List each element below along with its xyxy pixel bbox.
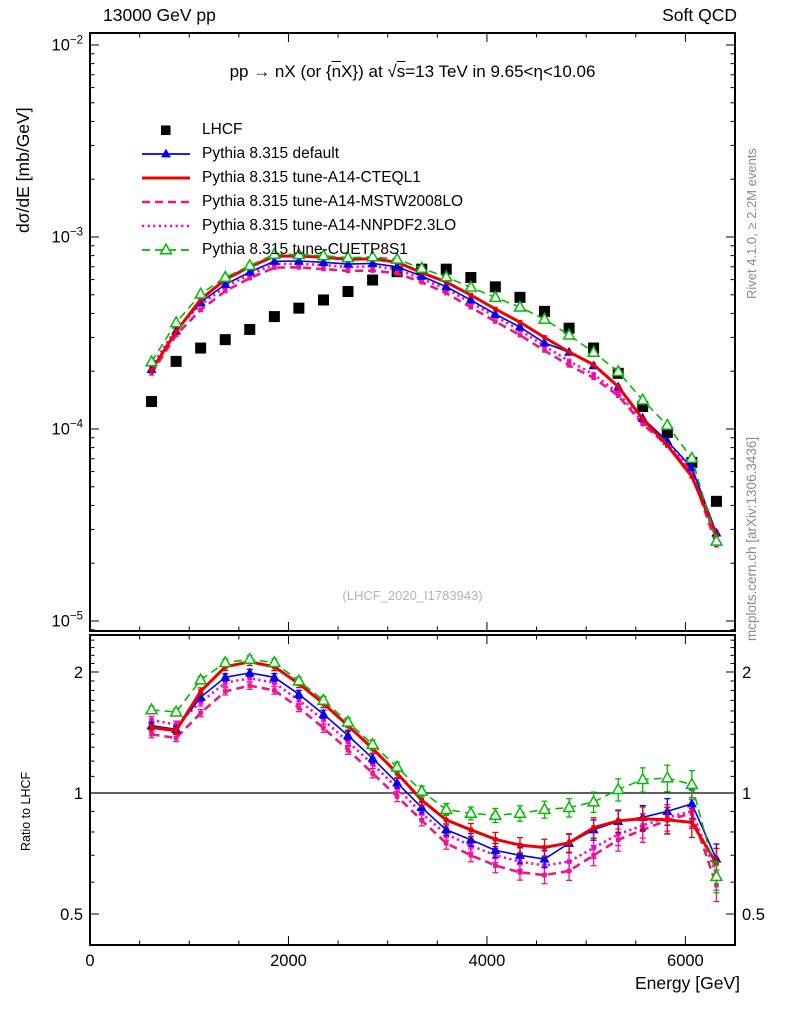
analysis-id-watermark: (LHCF_2020_I1783943) — [342, 588, 483, 603]
nbar-text: n — [331, 62, 342, 81]
series-line — [150, 266, 718, 546]
series-line — [151, 676, 718, 875]
plot-title: pp → nX (or {nX}) at √s=13 TeV in 9.65<η… — [90, 62, 735, 82]
legend-label: LHCF — [202, 121, 243, 138]
svg-text:10−5: 10−5 — [52, 611, 83, 631]
main-panel-series — [144, 246, 724, 548]
svg-text:0.5: 0.5 — [60, 906, 83, 924]
legend-item-mstw2008lo: Pythia 8.315 tune-A14-MSTW2008LO — [141, 190, 463, 214]
ratio-panel-border — [89, 634, 736, 946]
svg-text:6000: 6000 — [667, 952, 704, 970]
ratio-axis-label: Ratio to LHCF — [19, 771, 33, 851]
pink-dashed-line-icon — [141, 194, 191, 210]
svg-text:10−4: 10−4 — [52, 419, 84, 439]
svg-text:10−2: 10−2 — [52, 35, 83, 55]
red-solid-line-icon — [141, 170, 191, 186]
rivet-version-note: Rivet 4.1.0, ≥ 2.2M events — [744, 148, 759, 299]
series-line — [150, 254, 718, 536]
title-text: nX (or { — [270, 62, 332, 81]
svg-text:2000: 2000 — [270, 952, 307, 970]
svg-text:2: 2 — [742, 664, 751, 682]
title-text: =13 TeV in 9.65<η<10.06 — [405, 62, 596, 81]
legend: LHCF Pythia 8.315 default Pythia 8.315 t… — [141, 118, 463, 262]
y-axis-label: dσ/dE [mb/GeV] — [13, 107, 33, 233]
ratio-panel-series — [144, 652, 724, 903]
process-group-label: Soft QCD — [662, 5, 737, 25]
svg-text:0: 0 — [85, 952, 94, 970]
lhcf-square-marker-icon — [141, 122, 191, 138]
sqrt-s-text: s — [396, 62, 406, 81]
magenta-dotted-line-icon — [141, 218, 191, 234]
series-line — [150, 260, 718, 534]
mcplots-citation-note: mcplots.cern.ch [arXiv:1306.3436] — [744, 436, 759, 641]
legend-label: Pythia 8.315 tune-A14-NNPDF2.3LO — [202, 217, 457, 234]
legend-item-lhcf: LHCF — [141, 118, 463, 142]
series-line — [151, 658, 718, 877]
title-text: pp — [229, 62, 254, 81]
legend-label: Pythia 8.315 tune-A14-MSTW2008LO — [202, 193, 464, 210]
green-open-triangle-line-icon — [141, 242, 191, 258]
svg-text:10−3: 10−3 — [52, 227, 83, 247]
legend-item-default: Pythia 8.315 default — [141, 142, 463, 166]
sqrt-glyph: √ — [387, 62, 397, 81]
blue-triangle-line-icon — [141, 146, 191, 162]
series-line — [150, 253, 718, 542]
lhcf-data-points — [146, 263, 722, 507]
axis-ticks: 10−2 10−3 10−4 10−5 2 2 1 1 0.5 0.5 0 2000 4000 6000 — [52, 33, 765, 970]
arrow-glyph: → — [253, 62, 271, 81]
svg-text:1: 1 — [742, 785, 751, 803]
beam-energy-label: 13000 GeV pp — [103, 5, 216, 25]
legend-item-cuetp8s1: Pythia 8.315 tune-CUETP8S1 — [141, 238, 463, 262]
title-text: X}) at — [341, 62, 388, 81]
series-line — [151, 684, 718, 886]
x-axis-label: Energy [GeV] — [634, 973, 740, 993]
svg-text:1: 1 — [74, 785, 83, 803]
legend-item-nnpdf23lo: Pythia 8.315 tune-A14-NNPDF2.3LO — [141, 214, 463, 238]
svg-text:0.5: 0.5 — [742, 906, 765, 924]
svg-text:4000: 4000 — [469, 952, 506, 970]
series-line — [150, 262, 718, 541]
legend-label: Pythia 8.315 default — [202, 145, 340, 162]
legend-label: Pythia 8.315 tune-CUETP8S1 — [202, 241, 408, 258]
legend-label: Pythia 8.315 tune-A14-CTEQL1 — [202, 169, 421, 186]
svg-text:2: 2 — [74, 664, 83, 682]
legend-item-cteql1: Pythia 8.315 tune-A14-CTEQL1 — [141, 166, 463, 190]
main-panel-border — [89, 32, 736, 632]
